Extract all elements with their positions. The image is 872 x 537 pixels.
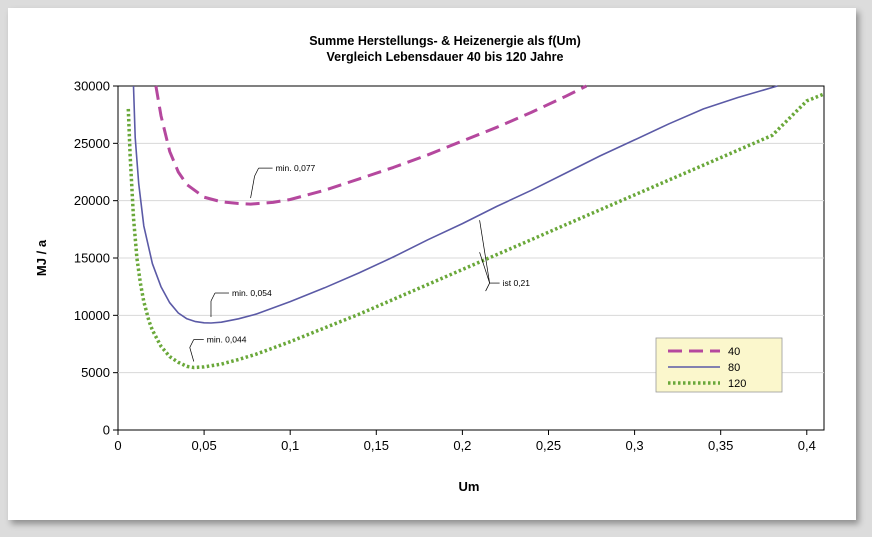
annotation-label: ist 0,21: [503, 278, 531, 288]
x-tick-label: 0,15: [364, 438, 389, 453]
x-tick-label: 0,2: [453, 438, 471, 453]
series-line-40: [154, 84, 588, 206]
legend: 40 80 120: [655, 337, 783, 393]
chart-frame: Summe Herstellungs- & Heizenergie als f(…: [8, 8, 856, 520]
y-tick-label: 0: [103, 423, 110, 438]
series-layer: [126, 84, 825, 370]
y-axis-ticks: 0 5000 10000 15000 20000 25000 30000: [74, 79, 118, 438]
x-tick-label: 0,1: [281, 438, 299, 453]
legend-label-40: 40: [728, 346, 740, 358]
annotation-leader: [189, 347, 195, 362]
x-tick-label: 0,4: [798, 438, 816, 453]
annotation-layer: min. 0,077 min. 0,054 min. 0,044 ist 0,21: [189, 163, 531, 362]
y-tick-label: 15000: [74, 251, 110, 266]
x-axis-ticks: 0 0,05 0,1 0,15 0,2 0,25 0,3 0,35 0,4: [114, 430, 816, 453]
x-axis-label: Um: [459, 479, 480, 494]
x-tick-label: 0: [114, 438, 121, 453]
y-axis-label: MJ / a: [34, 239, 49, 276]
y-tick-label: 10000: [74, 308, 110, 323]
y-tick-label: 25000: [74, 136, 110, 151]
chart-title: Summe Herstellungs- & Heizenergie als f(…: [309, 34, 581, 48]
annotation-leader: [210, 292, 216, 302]
legend-label-80: 80: [728, 362, 740, 374]
chart: Summe Herstellungs- & Heizenergie als f(…: [34, 34, 825, 494]
y-tick-label: 5000: [81, 365, 110, 380]
legend-label-120: 120: [728, 378, 746, 390]
annotation-label: min. 0,077: [276, 163, 316, 173]
annotation-leader: [479, 252, 490, 284]
annotation-leader: [479, 220, 490, 284]
x-tick-label: 0,05: [191, 438, 216, 453]
annotation-leader: [485, 282, 490, 292]
y-tick-label: 20000: [74, 193, 110, 208]
chart-subtitle: Vergleich Lebensdauer 40 bis 120 Jahre: [327, 50, 564, 64]
annotation-leader: [189, 339, 195, 348]
x-tick-label: 0,3: [626, 438, 644, 453]
y-tick-label: 30000: [74, 79, 110, 94]
series-line-80: [132, 85, 778, 324]
annotation-label: min. 0,054: [232, 288, 272, 298]
annotation-leader: [254, 167, 259, 177]
x-tick-label: 0,25: [536, 438, 561, 453]
annotation-label: min. 0,044: [207, 335, 247, 345]
series-line-120: [126, 92, 825, 370]
annotation-leader: [250, 176, 255, 199]
x-tick-label: 0,35: [708, 438, 733, 453]
